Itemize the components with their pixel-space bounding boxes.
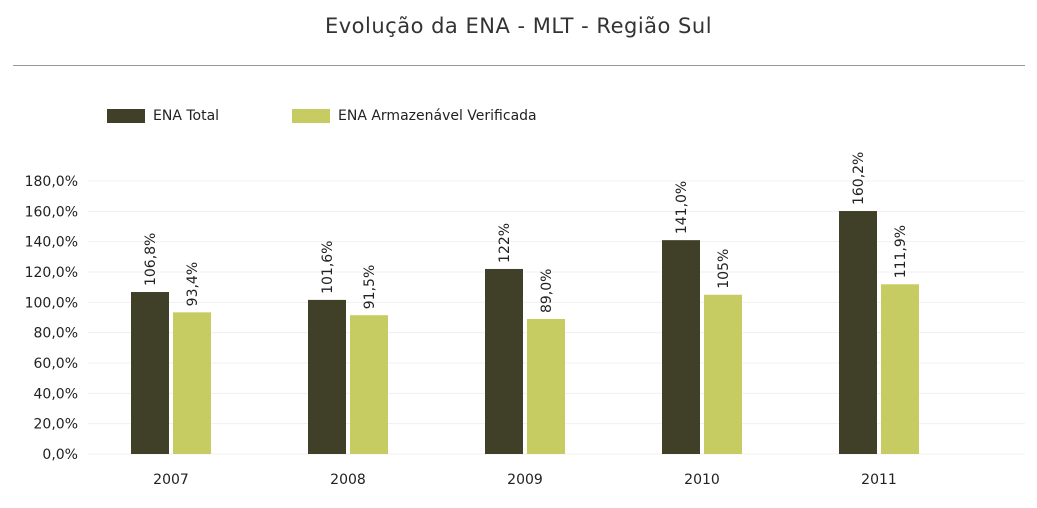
x-tick-label: 2010 (684, 472, 720, 488)
data-label-ena-armazenavel: 105% (716, 249, 732, 289)
data-label-ena-total: 106,8% (143, 233, 159, 286)
legend-label-ena-total: ENA Total (153, 108, 220, 124)
y-tick-label: 140,0% (25, 235, 78, 251)
x-tick-label: 2009 (507, 472, 543, 488)
y-tick-label: 180,0% (25, 174, 78, 190)
y-tick-label: 80,0% (34, 326, 78, 342)
bar-ena-armazenavel (704, 294, 742, 454)
data-label-ena-total: 160,2% (851, 152, 867, 205)
bar-ena-total (662, 240, 700, 454)
data-label-ena-armazenavel: 89,0% (539, 269, 555, 313)
bar-ena-armazenavel (527, 319, 565, 454)
x-tick-label: 2011 (861, 472, 897, 488)
data-label-ena-armazenavel: 93,4% (185, 262, 201, 306)
data-label-ena-armazenavel: 111,9% (893, 225, 909, 278)
x-tick-label: 2008 (330, 472, 366, 488)
y-tick-label: 120,0% (25, 265, 78, 281)
data-label-ena-total: 122% (497, 223, 513, 263)
y-tick-label: 100,0% (25, 295, 78, 311)
y-tick-label: 60,0% (34, 356, 78, 372)
data-label-ena-total: 101,6% (320, 241, 336, 294)
bar-ena-total (839, 211, 877, 454)
legend-item-ena-armazenavel: ENA Armazenável Verificada (292, 106, 537, 126)
x-tick-label: 2007 (153, 472, 189, 488)
y-tick-label: 160,0% (25, 204, 78, 220)
y-tick-label: 40,0% (34, 386, 78, 402)
y-tick-label: 0,0% (42, 447, 78, 463)
bar-ena-total (308, 299, 346, 454)
title-divider (13, 65, 1025, 66)
legend-label-ena-armazenavel: ENA Armazenável Verificada (338, 108, 537, 124)
bar-ena-armazenavel (881, 284, 919, 454)
legend-item-ena-total: ENA Total (107, 106, 219, 126)
bar-ena-armazenavel (350, 315, 388, 454)
legend-swatch-ena-armazenavel (292, 109, 330, 123)
y-tick-label: 20,0% (34, 417, 78, 433)
data-label-ena-armazenavel: 91,5% (362, 265, 378, 309)
legend-swatch-ena-total (107, 109, 145, 123)
bar-ena-total (485, 268, 523, 454)
data-label-ena-total: 141,0% (674, 181, 690, 234)
chart-title: Evolução da ENA - MLT - Região Sul (324, 14, 713, 38)
bar-ena-armazenavel (173, 312, 211, 454)
bar-ena-total (131, 292, 169, 454)
